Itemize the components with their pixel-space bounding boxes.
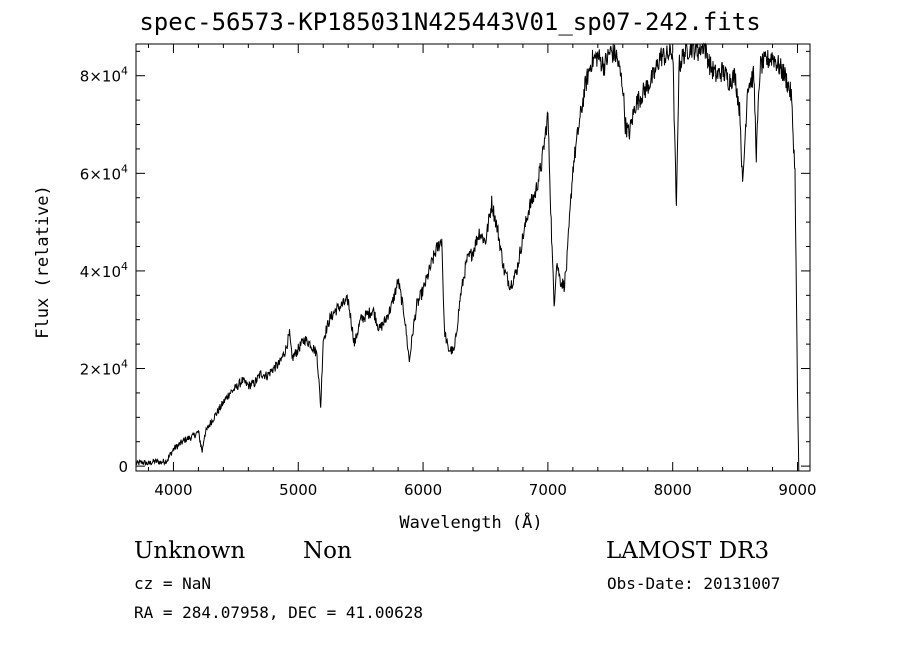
axis-ticks: [136, 44, 810, 471]
object-subclass: Non: [303, 538, 352, 564]
x-tick-label: 6000: [404, 481, 442, 499]
chart-title: spec-56573-KP185031N425443V01_sp07-242.f…: [139, 8, 761, 36]
x-tick-label: 9000: [778, 481, 816, 499]
y-tick-label: 6×104: [80, 162, 128, 183]
plot-area: [135, 42, 800, 472]
survey-name: LAMOST DR3: [606, 538, 770, 564]
redshift-value: cz = NaN: [134, 574, 212, 593]
x-tick-label: 5000: [279, 481, 317, 499]
plot-axes: [135, 43, 811, 472]
coordinates: RA = 284.07958, DEC = 41.00628: [134, 603, 423, 622]
object-class: Unknown: [134, 538, 246, 564]
y-tick-label: 8×104: [80, 65, 128, 86]
axis-tick-labels: 4000 5000 6000 7000 8000 9000 0 2×104 4×104 6×104…: [80, 65, 817, 499]
x-tick-label: 8000: [654, 481, 692, 499]
y-axis-label: Flux (relative): [33, 185, 53, 339]
x-tick-label: 4000: [154, 481, 192, 499]
plot-frame: [135, 43, 811, 472]
observation-date: Obs-Date: 20131007: [607, 574, 781, 593]
y-tick-label: 0: [118, 458, 128, 476]
spectrum-line: [135, 42, 800, 472]
x-tick-label: 7000: [529, 481, 567, 499]
x-axis-label: Wavelength (Å): [399, 511, 542, 533]
y-tick-label: 4×104: [80, 260, 128, 281]
y-tick-label: 2×104: [80, 358, 128, 379]
